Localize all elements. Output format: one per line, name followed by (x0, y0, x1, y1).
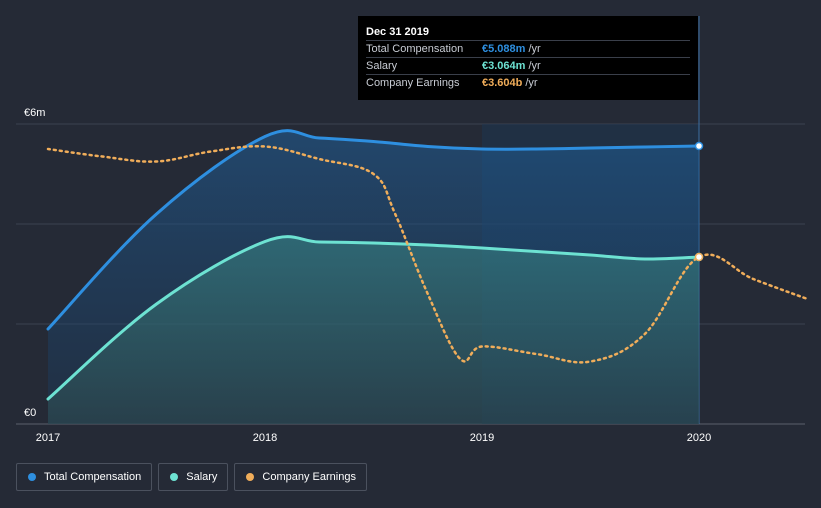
legend-item-salary[interactable]: Salary (158, 463, 229, 491)
x-tick-label: 2019 (470, 432, 494, 444)
y-axis-bottom-label: €0 (24, 407, 36, 419)
y-axis-top-label: €6m (24, 107, 45, 119)
x-axis-ticks: 2017 2018 2019 2020 (36, 432, 711, 444)
legend-item-company-earnings[interactable]: Company Earnings (234, 463, 367, 491)
tooltip-unit: /yr (525, 77, 538, 89)
legend-label: Total Compensation (44, 471, 142, 483)
legend-item-total-compensation[interactable]: Total Compensation (16, 463, 153, 491)
legend-dot-icon (246, 473, 255, 481)
series-areas (48, 130, 699, 424)
legend-label: Salary (186, 471, 218, 483)
series-lines (46, 129, 809, 401)
x-tick-label: 2020 (687, 432, 711, 444)
tooltip-label: Salary (366, 60, 398, 72)
tooltip-unit: /yr (528, 43, 541, 55)
axes: €6m €0 (24, 107, 45, 419)
tooltip-value: €3.064m (482, 60, 526, 72)
tooltip-label: Company Earnings (366, 77, 460, 89)
x-tick-label: 2018 (253, 432, 277, 444)
hover-markers (694, 141, 704, 262)
chart-legend: Total Compensation Salary Company Earnin… (16, 463, 367, 491)
legend-label: Company Earnings (262, 471, 356, 483)
x-tick-label: 2017 (36, 432, 60, 444)
tooltip-label: Total Compensation (366, 43, 464, 55)
tooltip-value: €3.604b (482, 77, 523, 89)
line-total-compensation (46, 129, 701, 331)
tooltip-date: Dec 31 2019 (366, 24, 690, 41)
tooltip-value: €5.088m (482, 43, 526, 55)
tooltip-row-salary: Salary €3.064m /yr (366, 58, 690, 75)
area-salary (48, 236, 699, 424)
hover-tooltip: Dec 31 2019 Total Compensation €5.088m /… (358, 16, 698, 100)
tooltip-unit: /yr (528, 60, 541, 72)
legend-dot-icon (28, 473, 36, 481)
tooltip-row-company-earnings: Company Earnings €3.604b /yr (366, 75, 690, 91)
legend-dot-icon (170, 473, 179, 481)
line-company-earnings (46, 144, 809, 364)
marker-total-compensation (694, 141, 704, 151)
line-salary (46, 235, 701, 401)
marker-company-earnings (694, 252, 704, 262)
tooltip-row-total-compensation: Total Compensation €5.088m /yr (366, 41, 690, 58)
